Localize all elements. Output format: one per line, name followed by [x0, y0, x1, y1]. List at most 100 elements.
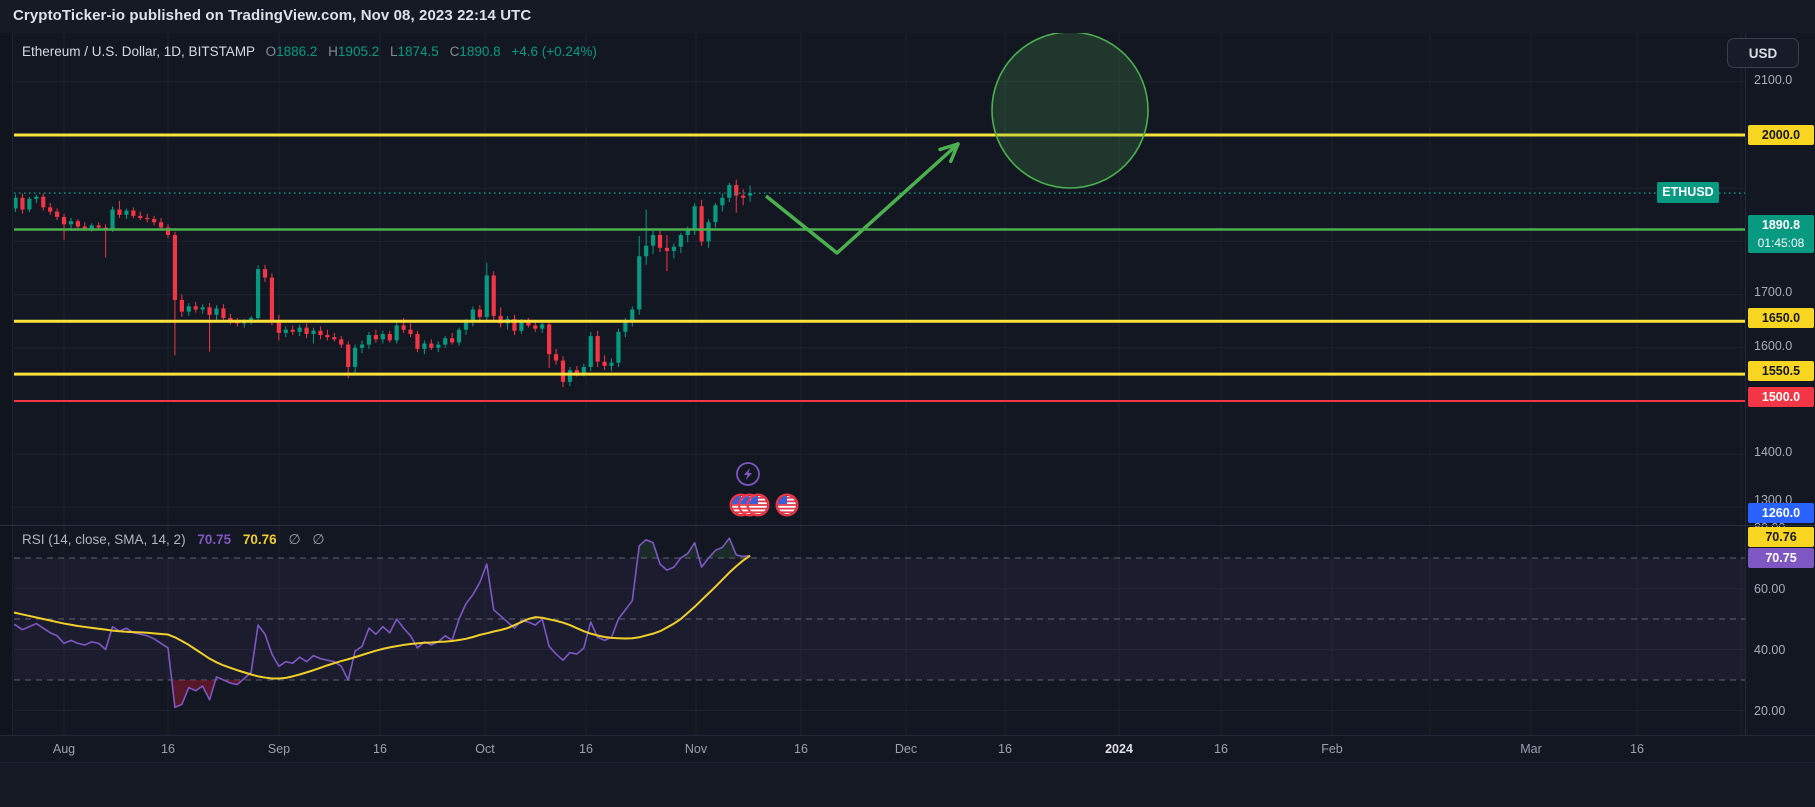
time-axis-label: Aug: [52, 742, 76, 756]
us-flag-event-icon[interactable]: [746, 493, 770, 517]
price-axis-label: 1400.0: [1754, 445, 1793, 459]
price-axis-label: 1600.0: [1754, 339, 1793, 353]
close-key: C: [449, 44, 460, 59]
candle-body: [588, 336, 593, 367]
high-key: H: [328, 44, 338, 59]
candle-body: [436, 344, 441, 348]
time-axis-label: 2024: [1105, 742, 1133, 756]
bar-countdown: 01:45:08: [1757, 236, 1805, 250]
us-flag-event-icon[interactable]: [775, 493, 799, 517]
price-axis-badge: 2000.0: [1748, 125, 1814, 145]
price-axis-label: 1700.0: [1754, 285, 1793, 299]
symbol-legend[interactable]: Ethereum / U.S. Dollar, 1D, BITSTAMP O18…: [22, 44, 597, 59]
candle-body: [533, 325, 538, 329]
candle-body: [283, 329, 288, 333]
candle-body: [574, 370, 579, 374]
candle-body: [623, 321, 628, 332]
candle-body: [429, 343, 434, 348]
rsi-null-icon[interactable]: ∅: [288, 531, 301, 547]
time-axis-label: 16: [1214, 742, 1228, 756]
candle-body: [138, 215, 143, 218]
candle-body: [186, 306, 191, 312]
price-axis[interactable]: 1890.8 01:45:08 2100.01800.01700.01600.0…: [1745, 33, 1815, 762]
symbol-title[interactable]: Ethereum / U.S. Dollar, 1D, BITSTAMP: [22, 44, 255, 59]
candle-body: [131, 210, 136, 216]
candle-body: [692, 206, 697, 230]
candle-body: [68, 221, 74, 225]
time-axis-label: 16: [579, 742, 593, 756]
candle-body: [61, 216, 67, 225]
candle-body: [547, 324, 552, 355]
candle-body: [165, 227, 171, 236]
time-axis-label: 16: [794, 742, 808, 756]
candle-body: [512, 319, 517, 331]
candle-body: [332, 337, 337, 340]
chart-canvas[interactable]: [14, 33, 1745, 735]
candle-body: [48, 207, 53, 212]
time-axis-label: Dec: [894, 742, 918, 756]
candle-body: [221, 308, 226, 319]
chart-left-margin: [0, 33, 13, 762]
time-axis-label: 16: [1630, 742, 1644, 756]
candle-body: [20, 197, 25, 210]
candle-body: [394, 325, 399, 341]
candle-body: [290, 329, 295, 332]
rsi-null-icon[interactable]: ∅: [312, 531, 325, 547]
candle-body: [657, 235, 663, 248]
candle-body: [630, 309, 635, 322]
candle-body: [110, 209, 115, 230]
candle-body: [727, 185, 732, 198]
candle-body: [34, 196, 39, 199]
candle-body: [567, 370, 573, 382]
candle-body: [602, 361, 607, 366]
current-price-value: 1890.8: [1761, 218, 1801, 232]
candle-body: [553, 354, 559, 361]
high-value: 1905.2: [337, 44, 380, 59]
candle-body: [249, 318, 254, 322]
candle-body: [366, 335, 372, 345]
candle-body: [41, 196, 46, 208]
candle-body: [152, 219, 157, 223]
pane-separator[interactable]: [0, 525, 1815, 526]
open-key: O: [265, 44, 277, 59]
candle-body: [463, 322, 469, 330]
rsi-sma-value: 70.76: [242, 532, 277, 547]
candle-body: [27, 198, 32, 210]
candle-body: [748, 193, 753, 196]
time-axis[interactable]: Aug 16 Sep 16 Oct 16 Nov 16 Dec 16 2024 16 Feb Mar 16: [0, 735, 1815, 762]
bottom-bar: TradingView: [0, 762, 1815, 807]
lightning-bolt-glyph: [744, 468, 752, 480]
candle-body: [664, 247, 670, 251]
arrow-head: [938, 142, 960, 152]
candle-body: [89, 225, 94, 229]
rsi-legend[interactable]: RSI (14, close, SMA, 14, 2) 70.75 70.76 …: [22, 531, 325, 548]
time-axis-label: 16: [998, 742, 1012, 756]
candle-body: [595, 336, 600, 362]
candle-body: [373, 335, 378, 340]
candle-body: [207, 307, 212, 315]
arrow-drawing[interactable]: [764, 142, 960, 255]
price-axis-badge: 1500.0: [1748, 387, 1814, 407]
candle-body: [318, 330, 323, 336]
candle-body: [82, 226, 87, 229]
candle-body: [172, 235, 178, 300]
time-axis-label: Oct: [475, 742, 495, 756]
candle-body: [637, 256, 642, 310]
currency-toggle-button[interactable]: USD: [1727, 38, 1799, 68]
time-axis-label: Mar: [1520, 742, 1542, 756]
candle-body: [200, 307, 205, 310]
candle-body: [55, 211, 60, 217]
candle-body: [678, 235, 683, 247]
rsi-sma-line: [14, 554, 751, 680]
rsi-band: [14, 558, 1745, 680]
rsi-value: 70.75: [197, 532, 232, 547]
candle-body: [484, 275, 489, 317]
candle-body: [262, 269, 268, 278]
rsi-title[interactable]: RSI (14, close, SMA, 14, 2): [22, 532, 186, 547]
candle-body: [415, 333, 420, 349]
candle-body: [671, 246, 676, 251]
time-axis-label: Nov: [684, 742, 708, 756]
candle-body: [346, 344, 351, 367]
circle-drawing[interactable]: [991, 33, 1149, 189]
ethusd-price-line-badge: ETHUSD: [1657, 182, 1719, 203]
